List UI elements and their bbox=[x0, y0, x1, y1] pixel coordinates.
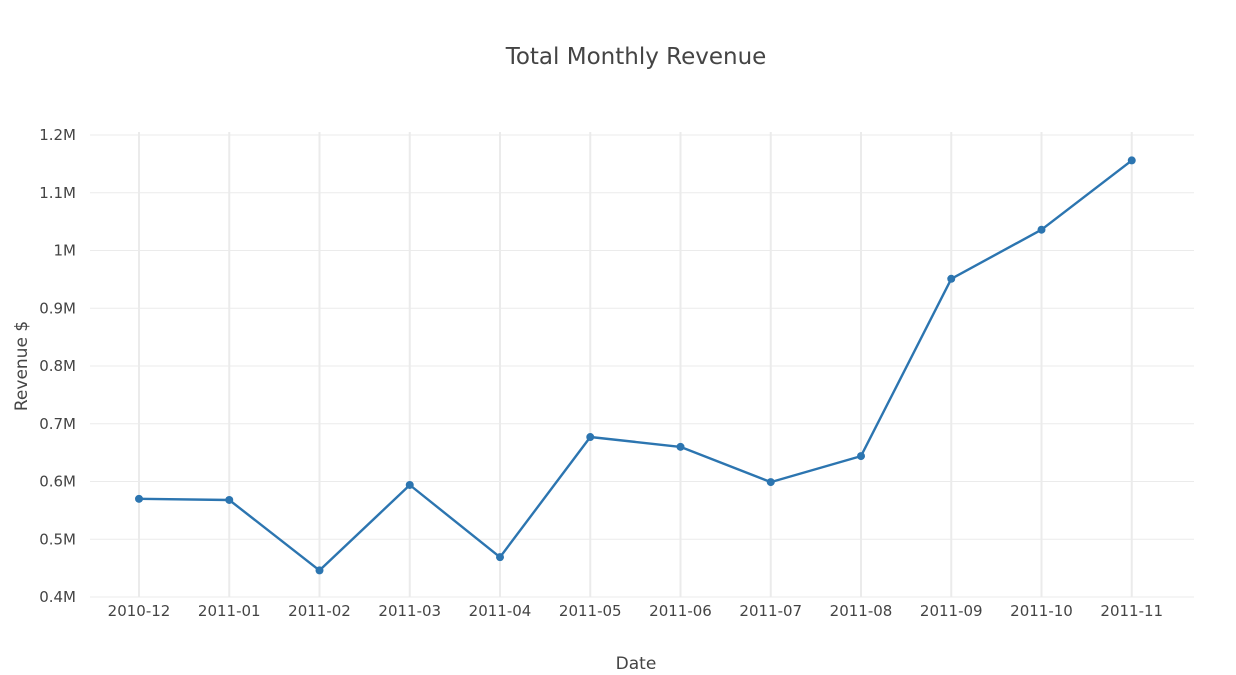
chart-title: Total Monthly Revenue bbox=[505, 44, 767, 70]
x-axis-title: Date bbox=[616, 654, 657, 674]
grid-layer bbox=[90, 132, 1194, 598]
y-tick-label: 1.1M bbox=[39, 184, 76, 202]
y-tick-label: 0.6M bbox=[39, 473, 76, 491]
data-point-marker bbox=[405, 480, 414, 489]
data-point-marker bbox=[496, 553, 504, 562]
y-tick-label: 0.7M bbox=[39, 415, 76, 433]
y-tick-label: 1M bbox=[54, 242, 77, 260]
data-point-marker bbox=[586, 433, 595, 442]
series-layer bbox=[135, 156, 1136, 575]
x-tick-label: 2011-06 bbox=[649, 602, 712, 620]
x-tick-label: 2011-10 bbox=[1010, 602, 1073, 620]
x-tick-label: 2011-11 bbox=[1100, 602, 1163, 620]
y-axis: 0.4M 0.5M 0.6M 0.7M 0.8M 0.9M 1M 1.1M 1.2M bbox=[39, 126, 76, 606]
x-axis: 2010-12 2011-01 2011-02 2011-03 2011-04 2011-… bbox=[108, 602, 1163, 620]
data-point-marker bbox=[315, 566, 324, 575]
revenue-series-line bbox=[138, 159, 1133, 572]
data-point-marker bbox=[947, 274, 956, 283]
x-tick-label: 2011-03 bbox=[378, 602, 441, 620]
y-tick-label: 0.9M bbox=[39, 299, 76, 317]
y-tick-label: 0.4M bbox=[39, 588, 76, 606]
x-tick-label: 2011-05 bbox=[559, 602, 622, 620]
x-tick-label: 2011-02 bbox=[288, 602, 351, 620]
x-tick-label: 2011-01 bbox=[198, 602, 261, 620]
data-point-marker bbox=[135, 494, 143, 503]
y-tick-label: 1.2M bbox=[39, 126, 76, 144]
x-tick-label: 2011-04 bbox=[469, 602, 532, 620]
x-tick-label: 2011-07 bbox=[739, 602, 802, 620]
y-tick-label: 0.8M bbox=[39, 357, 76, 375]
x-tick-label: 2010-12 bbox=[108, 602, 171, 620]
data-point-marker bbox=[766, 478, 775, 487]
data-point-marker bbox=[676, 442, 685, 451]
data-point-marker bbox=[1127, 156, 1136, 165]
x-tick-label: 2011-09 bbox=[920, 602, 983, 620]
y-tick-label: 0.5M bbox=[39, 530, 76, 548]
y-axis-title: Revenue $ bbox=[12, 321, 32, 411]
data-point-marker bbox=[857, 452, 865, 461]
x-tick-label: 2011-08 bbox=[830, 602, 893, 620]
data-point-marker bbox=[225, 495, 234, 504]
data-point-marker bbox=[1037, 225, 1046, 234]
